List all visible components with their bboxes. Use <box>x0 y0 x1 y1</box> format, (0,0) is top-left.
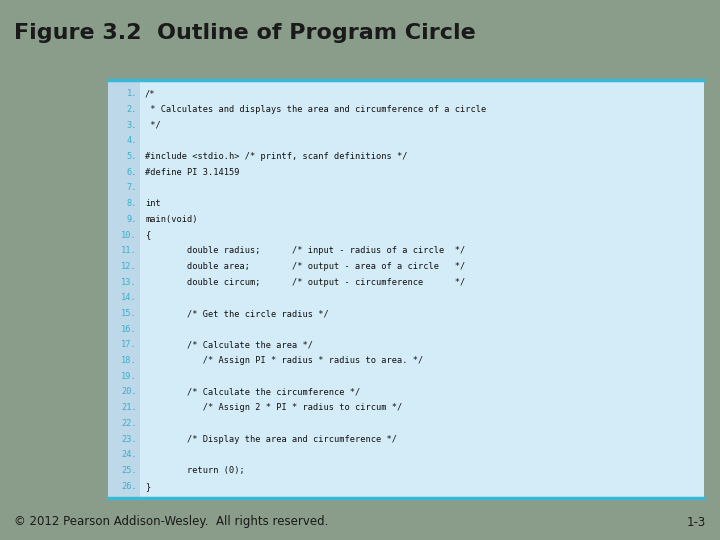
Text: Figure 3.2  Outline of Program Circle: Figure 3.2 Outline of Program Circle <box>14 23 476 43</box>
Text: 21.: 21. <box>121 403 137 412</box>
Text: */: */ <box>145 121 161 130</box>
Text: double area;        /* output - area of a circle   */: double area; /* output - area of a circl… <box>145 262 465 271</box>
Text: return (0);: return (0); <box>145 466 245 475</box>
Text: 11.: 11. <box>121 246 137 255</box>
Text: 13.: 13. <box>121 278 137 287</box>
Text: 18.: 18. <box>121 356 137 365</box>
Text: 15.: 15. <box>121 309 137 318</box>
Text: /* Calculate the area */: /* Calculate the area */ <box>145 340 313 349</box>
Text: 12.: 12. <box>121 262 137 271</box>
Text: /* Calculate the circumference */: /* Calculate the circumference */ <box>145 388 360 396</box>
Text: double radius;      /* input - radius of a circle  */: double radius; /* input - radius of a ci… <box>145 246 465 255</box>
Text: double circum;      /* output - circumference      */: double circum; /* output - circumference… <box>145 278 465 287</box>
Text: 24.: 24. <box>121 450 137 459</box>
Text: * Calculates and displays the area and circumference of a circle: * Calculates and displays the area and c… <box>145 105 486 114</box>
Text: 25.: 25. <box>121 466 137 475</box>
Text: 22.: 22. <box>121 419 137 428</box>
Text: 7.: 7. <box>127 184 137 192</box>
Text: 5.: 5. <box>127 152 137 161</box>
Text: 2.: 2. <box>127 105 137 114</box>
Text: 3.: 3. <box>127 121 137 130</box>
Text: 8.: 8. <box>127 199 137 208</box>
Text: 19.: 19. <box>121 372 137 381</box>
Text: 6.: 6. <box>127 168 137 177</box>
Text: 17.: 17. <box>121 340 137 349</box>
Text: 10.: 10. <box>121 231 137 240</box>
Text: main(void): main(void) <box>145 215 197 224</box>
Text: {: { <box>145 231 150 240</box>
Text: 4.: 4. <box>127 137 137 145</box>
Text: 14.: 14. <box>121 293 137 302</box>
Text: #include <stdio.h> /* printf, scanf definitions */: #include <stdio.h> /* printf, scanf defi… <box>145 152 408 161</box>
Text: #define PI 3.14159: #define PI 3.14159 <box>145 168 240 177</box>
Text: int: int <box>145 199 161 208</box>
Text: 26.: 26. <box>121 482 137 491</box>
Text: © 2012 Pearson Addison-Wesley.  All rights reserved.: © 2012 Pearson Addison-Wesley. All right… <box>14 516 328 529</box>
Text: /* Assign 2 * PI * radius to circum */: /* Assign 2 * PI * radius to circum */ <box>145 403 402 412</box>
Text: 20.: 20. <box>121 388 137 396</box>
Text: /* Get the circle radius */: /* Get the circle radius */ <box>145 309 329 318</box>
Text: 23.: 23. <box>121 435 137 443</box>
Text: 16.: 16. <box>121 325 137 334</box>
Text: }: } <box>145 482 150 491</box>
Text: /*: /* <box>145 89 156 98</box>
Text: 1-3: 1-3 <box>687 516 706 529</box>
Text: /* Assign PI * radius * radius to area. */: /* Assign PI * radius * radius to area. … <box>145 356 423 365</box>
Text: 9.: 9. <box>127 215 137 224</box>
FancyBboxPatch shape <box>108 80 704 498</box>
Text: /* Display the area and circumference */: /* Display the area and circumference */ <box>145 435 397 443</box>
FancyBboxPatch shape <box>108 80 140 498</box>
Text: 1.: 1. <box>127 89 137 98</box>
